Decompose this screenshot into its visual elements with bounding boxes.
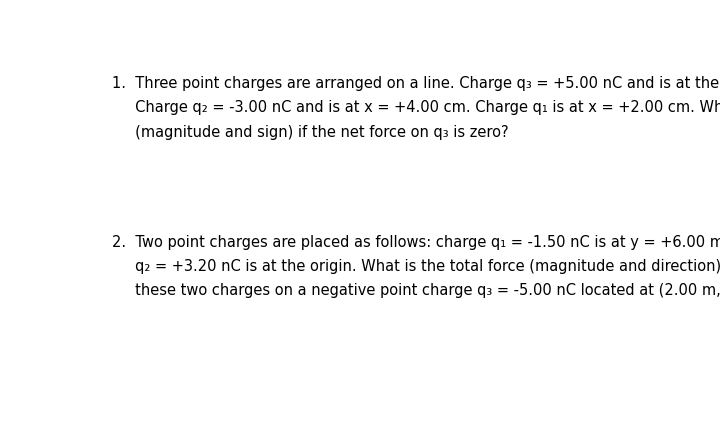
Text: q₂ = +3.20 nC is at the origin. What is the total force (magnitude and direction: q₂ = +3.20 nC is at the origin. What is … bbox=[112, 259, 720, 274]
Text: 1.  Three point charges are arranged on a line. Charge q₃ = +5.00 nC and is at t: 1. Three point charges are arranged on a… bbox=[112, 76, 720, 91]
Text: 2.  Two point charges are placed as follows: charge q₁ = -1.50 nC is at y = +6.0: 2. Two point charges are placed as follo… bbox=[112, 235, 720, 250]
Text: these two charges on a negative point charge q₃ = -5.00 nC located at (2.00 m, -: these two charges on a negative point ch… bbox=[112, 283, 720, 298]
Text: (magnitude and sign) if the net force on q₃ is zero?: (magnitude and sign) if the net force on… bbox=[112, 125, 509, 140]
Text: Charge q₂ = -3.00 nC and is at x = +4.00 cm. Charge q₁ is at x = +2.00 cm. What : Charge q₂ = -3.00 nC and is at x = +4.00… bbox=[112, 100, 720, 116]
